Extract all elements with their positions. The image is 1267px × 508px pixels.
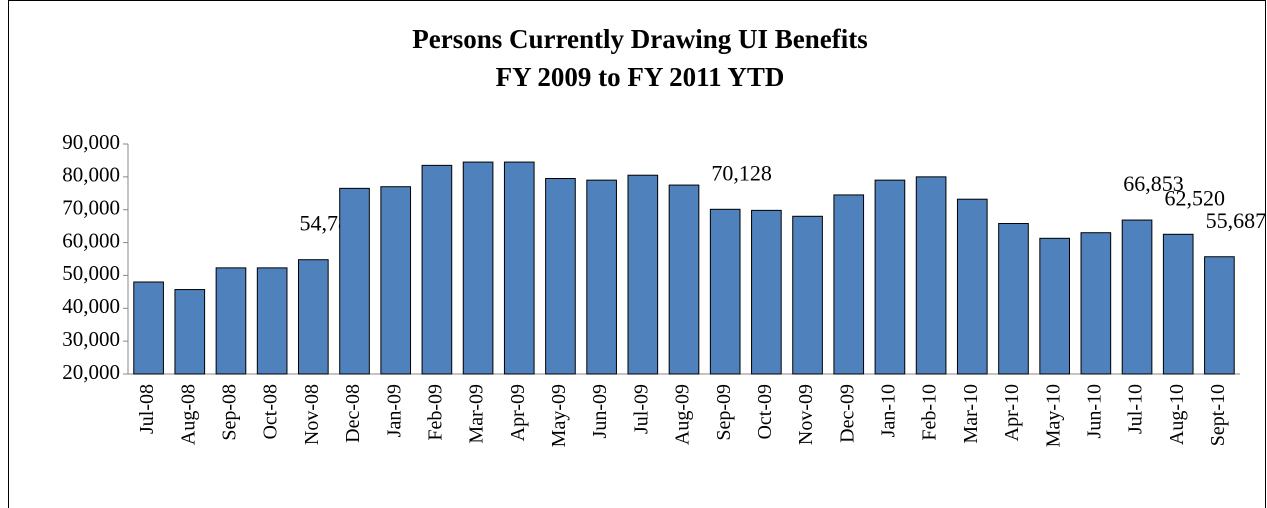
y-tick-label: 30,000 — [62, 327, 120, 351]
bar — [751, 209, 782, 375]
y-tick-label: 70,000 — [62, 196, 120, 220]
bar — [421, 164, 453, 375]
chart-border — [8, 0, 1266, 508]
bar — [874, 179, 906, 375]
x-tick-label: Feb-10 — [919, 384, 941, 441]
x-tick-label: Jan-09 — [383, 384, 405, 437]
bar — [256, 267, 288, 375]
bar — [1204, 256, 1235, 375]
bar — [833, 194, 865, 375]
x-tick-label: Sep-09 — [713, 384, 735, 441]
x-tick-label: Oct-08 — [260, 384, 282, 440]
x-tick-label: Mar-09 — [466, 384, 488, 444]
x-tick-label: Sept-10 — [1207, 384, 1229, 446]
bar — [133, 281, 164, 375]
x-tick-label: Apr-09 — [507, 384, 529, 441]
data-label: 70,128 — [711, 160, 772, 185]
x-tick-label: Dec-09 — [836, 384, 858, 443]
x-tick-label: Sep-08 — [219, 384, 241, 441]
bar — [380, 186, 412, 375]
bar — [709, 208, 741, 375]
bar — [1039, 237, 1070, 375]
data-label: 55,687 — [1206, 208, 1267, 233]
bar — [1080, 232, 1112, 375]
x-tick-label: Jan-10 — [878, 384, 900, 437]
bar — [1121, 219, 1153, 375]
bar — [215, 267, 247, 375]
bar — [998, 223, 1029, 375]
bar — [298, 259, 329, 375]
bar — [586, 179, 617, 375]
bar — [792, 215, 823, 375]
y-tick-label: 60,000 — [62, 228, 120, 252]
bar — [339, 187, 370, 375]
y-tick-label: 90,000 — [62, 130, 120, 154]
bar — [462, 161, 494, 375]
bar — [174, 289, 206, 375]
x-tick-label: Jul-08 — [136, 384, 158, 434]
x-tick-label: Jun-09 — [589, 384, 611, 438]
x-tick-label: Feb-09 — [424, 384, 446, 441]
x-tick-label: Apr-10 — [1001, 384, 1023, 441]
y-tick-label: 20,000 — [62, 360, 120, 384]
bar — [956, 198, 988, 375]
y-tick-label: 40,000 — [62, 294, 120, 318]
x-tick-label: May-10 — [1042, 384, 1064, 447]
chart-subtitle: FY 2009 to FY 2011 YTD — [496, 62, 785, 92]
x-tick-label: Dec-08 — [342, 384, 364, 443]
x-tick-label: Jun-10 — [1083, 384, 1105, 438]
x-tick-label: Aug-10 — [1166, 384, 1188, 445]
y-tick-label: 80,000 — [62, 163, 120, 187]
bar — [668, 184, 700, 375]
bar — [1162, 233, 1194, 375]
bar — [545, 178, 576, 375]
bar — [503, 161, 535, 375]
chart-title: Persons Currently Drawing UI Benefits — [412, 24, 867, 54]
x-tick-label: Jul-09 — [630, 384, 652, 434]
x-tick-label: Oct-09 — [754, 384, 776, 440]
x-tick-label: Jul-10 — [1125, 384, 1147, 434]
x-tick-label: Mar-10 — [960, 384, 982, 444]
x-tick-label: Aug-08 — [177, 384, 199, 445]
x-tick-label: Nov-09 — [795, 384, 817, 445]
bar — [627, 174, 659, 375]
x-tick-label: Aug-09 — [672, 384, 694, 445]
data-label: 62,520 — [1164, 185, 1225, 210]
y-tick-label: 50,000 — [62, 261, 120, 285]
bar — [915, 176, 947, 375]
x-tick-label: Nov-08 — [301, 384, 323, 445]
data-label: 66,853 — [1123, 171, 1184, 196]
x-tick-label: May-09 — [548, 384, 570, 447]
